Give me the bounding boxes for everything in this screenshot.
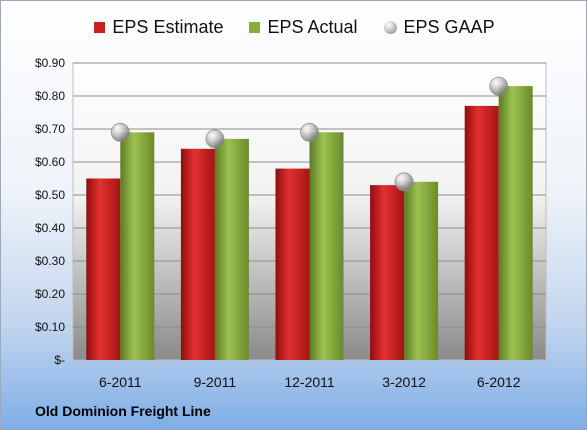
x-tick-label: 6-2011 [99,374,142,390]
y-tick-label: $0.30 [35,254,65,268]
bar-eps-actual [498,86,533,360]
bar-eps-estimate [180,148,215,360]
legend-swatch-estimate [94,22,106,33]
bar-eps-actual [404,181,439,360]
legend-item-estimate: EPS Estimate [94,17,223,38]
marker-eps-gaap [205,129,225,149]
bar-eps-actual [120,132,155,360]
bar-eps-estimate [370,185,405,360]
y-tick-label: $0.80 [35,89,65,103]
y-tick-label: $0.90 [35,56,65,70]
legend-label-actual: EPS Actual [267,17,358,37]
marker-eps-gaap [300,122,319,142]
y-tick-label: $0.60 [35,155,65,169]
y-tick-label: $0.20 [35,287,65,301]
x-tick-label: 12-2011 [284,374,335,390]
legend-item-gaap: EPS GAAP [383,17,495,38]
bar-eps-actual [214,138,249,360]
bar-eps-estimate [464,105,499,361]
bar-eps-estimate [275,168,310,360]
marker-eps-gaap [110,122,130,142]
x-tick-label: 3-2012 [382,374,426,390]
x-tick-label: 6-2012 [477,374,521,390]
legend-item-actual: EPS Actual [249,17,358,38]
marker-eps-gaap [489,76,509,96]
marker-eps-gaap [394,172,414,192]
chart-legend: EPS Estimate EPS Actual EPS GAAP [1,17,586,38]
y-tick-label: $- [54,353,65,367]
legend-swatch-actual [249,22,261,33]
legend-marker-gaap [383,21,397,34]
x-tick-label: 9-2011 [194,374,237,390]
legend-label-estimate: EPS Estimate [112,17,224,37]
y-tick-label: $0.50 [35,188,65,202]
y-tick-label: $0.40 [35,221,65,235]
y-tick-label: $0.10 [35,320,65,334]
company-name: Old Dominion Freight Line [35,403,211,419]
legend-label-gaap: EPS GAAP [403,17,495,37]
bar-eps-estimate [86,178,121,360]
bar-eps-actual [309,132,344,360]
y-tick-label: $0.70 [35,122,65,136]
